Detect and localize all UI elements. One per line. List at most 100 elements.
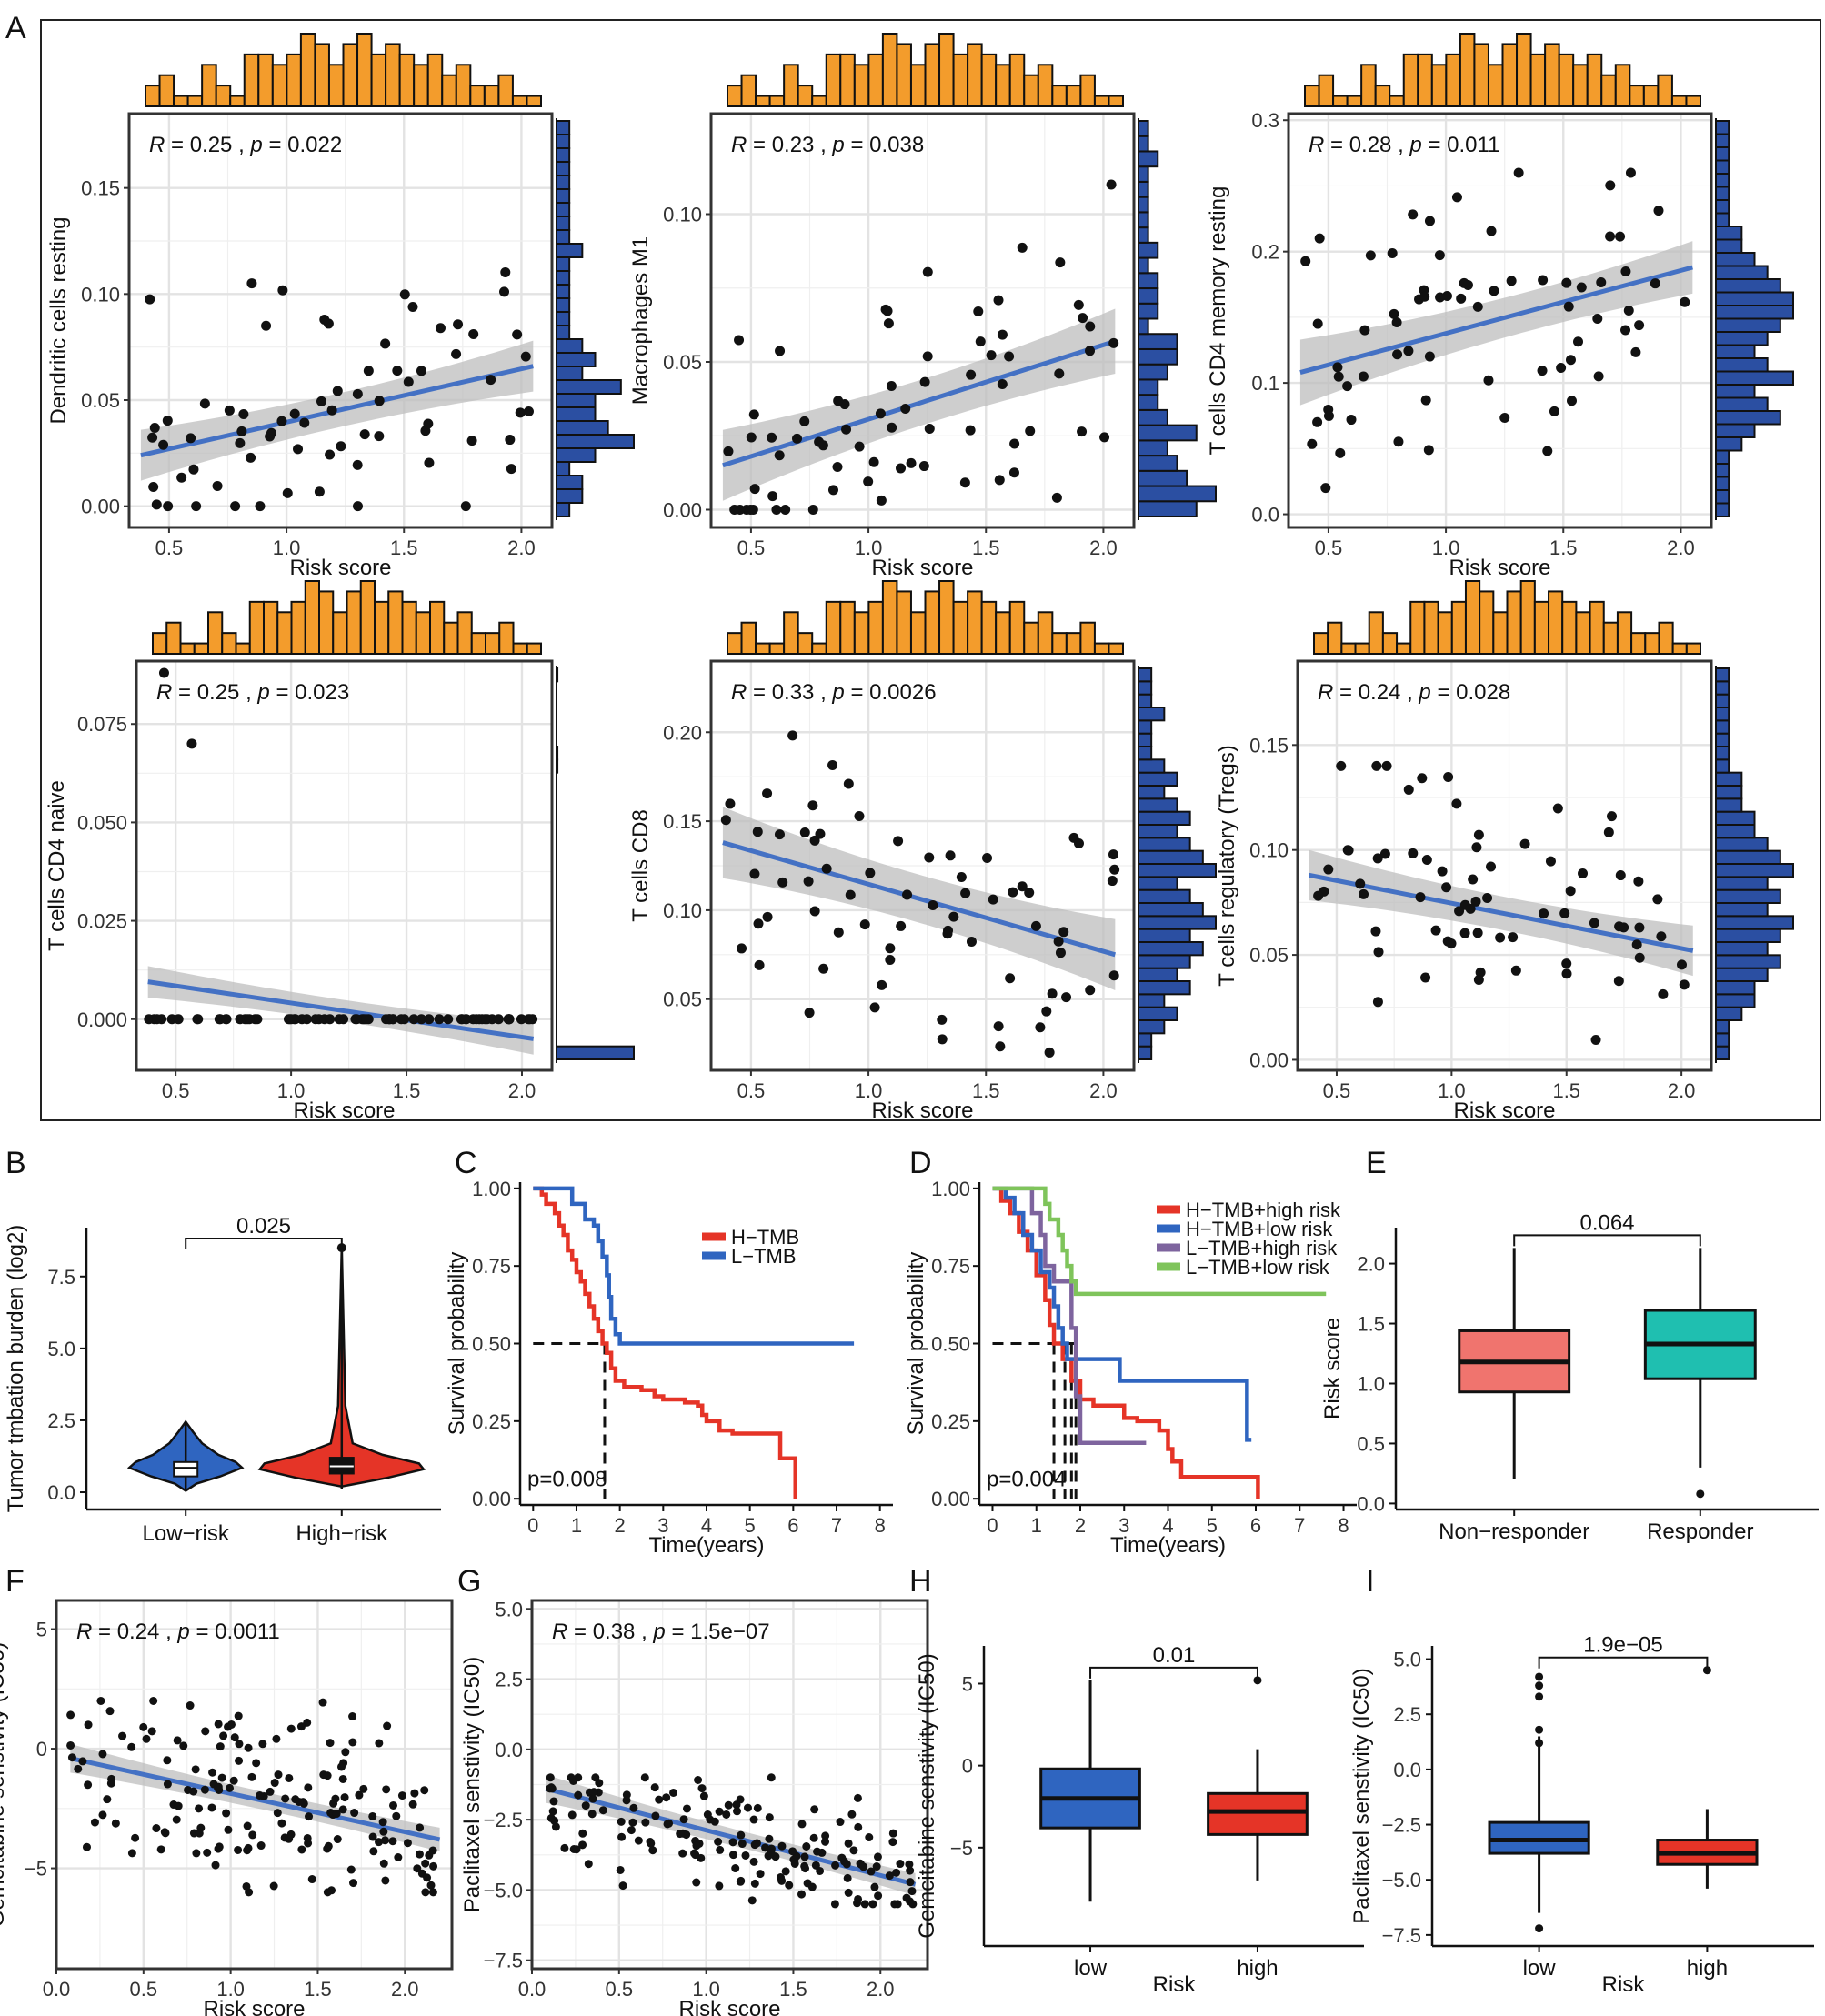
right-histogram-bar — [1715, 797, 1743, 813]
data-point — [230, 1733, 239, 1742]
data-point — [792, 433, 803, 444]
top-histogram-bar — [1450, 600, 1467, 655]
data-point — [333, 1835, 342, 1844]
data-point — [1420, 395, 1431, 406]
survival-curve — [992, 1186, 1252, 1442]
y-axis-label: T cells CD4 memory resting — [1206, 186, 1230, 456]
x-tick-label: 1.5 — [779, 1978, 807, 2001]
top-histogram-bar — [511, 95, 528, 107]
y-tick-label: 0.00 — [931, 1488, 970, 1510]
data-point — [127, 1742, 136, 1751]
stat-r-symbol: R — [731, 680, 747, 705]
data-point — [988, 894, 998, 905]
y-tick-label: 0.05 — [81, 389, 120, 412]
data-point — [1372, 853, 1383, 864]
data-point — [173, 1736, 182, 1745]
scatter-panel-g: 0.0 0.5 1.0 1.5 2.0 −7.5 −5.0 −2.5 0.0 2.5 5.0 Risk… — [460, 1598, 929, 2016]
data-point — [997, 329, 1008, 340]
data-point — [799, 827, 810, 838]
right-histogram-bar — [1715, 837, 1769, 852]
right-histogram-bar — [1715, 357, 1769, 373]
data-point — [195, 1829, 204, 1838]
top-histogram-bar — [1519, 580, 1536, 655]
data-point — [849, 1846, 858, 1855]
data-point — [392, 1811, 401, 1820]
legend-label: H−TMB — [731, 1226, 799, 1249]
right-histogram-bar — [1715, 941, 1769, 957]
data-point — [304, 1783, 313, 1792]
top-histogram-bar — [755, 642, 771, 655]
top-histogram-bar — [165, 621, 182, 656]
top-histogram-bar — [526, 95, 543, 107]
y-tick-label: 0.00 — [663, 499, 702, 522]
top-histogram-bar — [385, 43, 401, 107]
data-point — [1107, 876, 1118, 887]
data-point — [493, 1014, 504, 1025]
data-point — [381, 1836, 390, 1845]
top-histogram-bar — [426, 53, 444, 107]
x-tick-label: 2 — [615, 1514, 626, 1537]
top-histogram-bar — [470, 632, 486, 656]
top-histogram-bar — [455, 64, 472, 107]
data-point — [1576, 282, 1587, 293]
data-point — [804, 1008, 815, 1018]
y-axis-label: Risk score — [1320, 1318, 1345, 1419]
top-histogram-bar — [740, 74, 757, 107]
data-point — [716, 1845, 725, 1854]
right-histogram-bar — [1138, 797, 1178, 813]
box-outlier — [1696, 1489, 1705, 1499]
data-point — [256, 1791, 265, 1800]
data-point — [749, 1857, 758, 1866]
right-histogram-bar — [1138, 993, 1166, 1008]
data-point — [424, 457, 435, 468]
correlation-stat: R = 0.38 , p = 1.5e−07 — [552, 1620, 770, 1644]
data-point — [802, 1841, 811, 1851]
plot-border — [127, 112, 554, 529]
legend-label: L−TMB — [731, 1245, 797, 1268]
x-tick-label: 1.0 — [855, 1079, 883, 1102]
y-tick-label: −2.5 — [484, 1809, 523, 1831]
data-point — [803, 876, 814, 887]
y-tick-label: 0.10 — [1249, 839, 1289, 862]
stat-r-symbol: R — [1309, 133, 1324, 157]
top-histogram-bar — [429, 600, 446, 655]
data-point — [762, 911, 773, 922]
top-histogram-bar — [229, 95, 246, 107]
data-point — [1415, 892, 1426, 903]
data-point — [242, 1881, 251, 1891]
panel-letter-c: C — [455, 1146, 477, 1180]
data-point — [722, 1810, 731, 1819]
data-point — [235, 1014, 246, 1025]
y-axis-label: Survival probability — [904, 1252, 928, 1435]
top-histogram-bar — [1614, 64, 1631, 107]
right-histogram-bar — [556, 297, 571, 313]
stat-p-symbol: p — [176, 1620, 189, 1644]
data-point — [162, 416, 173, 426]
right-histogram-bar — [1138, 196, 1149, 214]
right-histogram-bar — [1138, 317, 1149, 336]
data-point — [1419, 291, 1430, 302]
x-tick-label: High−risk — [296, 1521, 388, 1546]
box-outlier — [1535, 1725, 1544, 1734]
data-point — [1359, 325, 1370, 336]
right-histogram-bar — [1138, 363, 1168, 381]
data-point — [567, 1773, 576, 1782]
data-point — [762, 788, 773, 799]
data-point — [346, 1865, 356, 1874]
legend-label: L−TMB+high risk — [1186, 1237, 1338, 1259]
right-histogram-bar — [556, 475, 584, 490]
right-histogram-bar — [1715, 331, 1769, 346]
right-histogram-bar — [1715, 876, 1769, 891]
data-point — [1566, 396, 1577, 406]
data-point — [581, 1801, 590, 1810]
data-point — [147, 1727, 156, 1736]
confidence-band — [1299, 241, 1693, 406]
right-histogram-bar — [556, 352, 597, 367]
data-point — [186, 738, 197, 749]
x-axis-label: Time(years) — [1110, 1533, 1226, 1558]
data-point — [1456, 293, 1467, 304]
right-histogram-bar — [556, 311, 571, 326]
data-point — [815, 828, 826, 839]
x-axis-label: Risk score — [678, 1997, 780, 2016]
data-point — [1314, 233, 1325, 244]
